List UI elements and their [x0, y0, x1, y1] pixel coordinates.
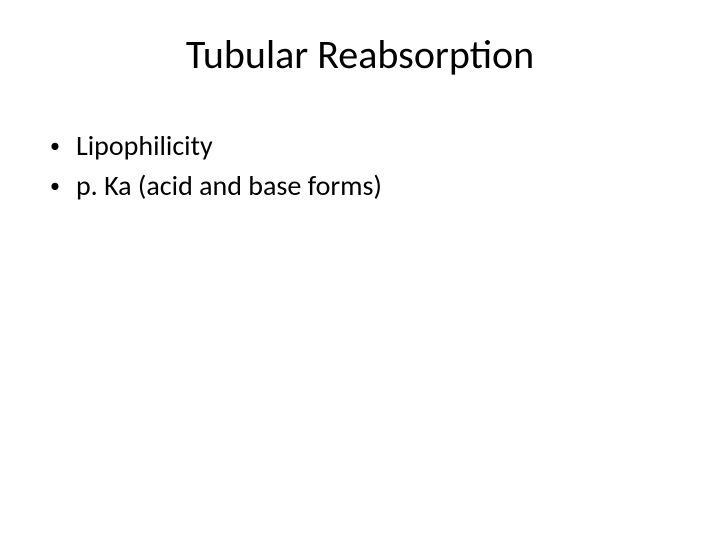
- bullet-list: • Lipophilicity • p. Ka (acid and base f…: [40, 127, 680, 205]
- slide-container: Tubular Reabsorption • Lipophilicity • p…: [0, 0, 720, 540]
- bullet-text: p. Ka (acid and base forms): [76, 167, 680, 205]
- list-item: • Lipophilicity: [50, 127, 680, 165]
- bullet-text: Lipophilicity: [76, 127, 680, 165]
- list-item: • p. Ka (acid and base forms): [50, 167, 680, 205]
- slide-title: Tubular Reabsorption: [40, 30, 680, 79]
- bullet-icon: •: [50, 127, 60, 165]
- bullet-icon: •: [50, 167, 60, 205]
